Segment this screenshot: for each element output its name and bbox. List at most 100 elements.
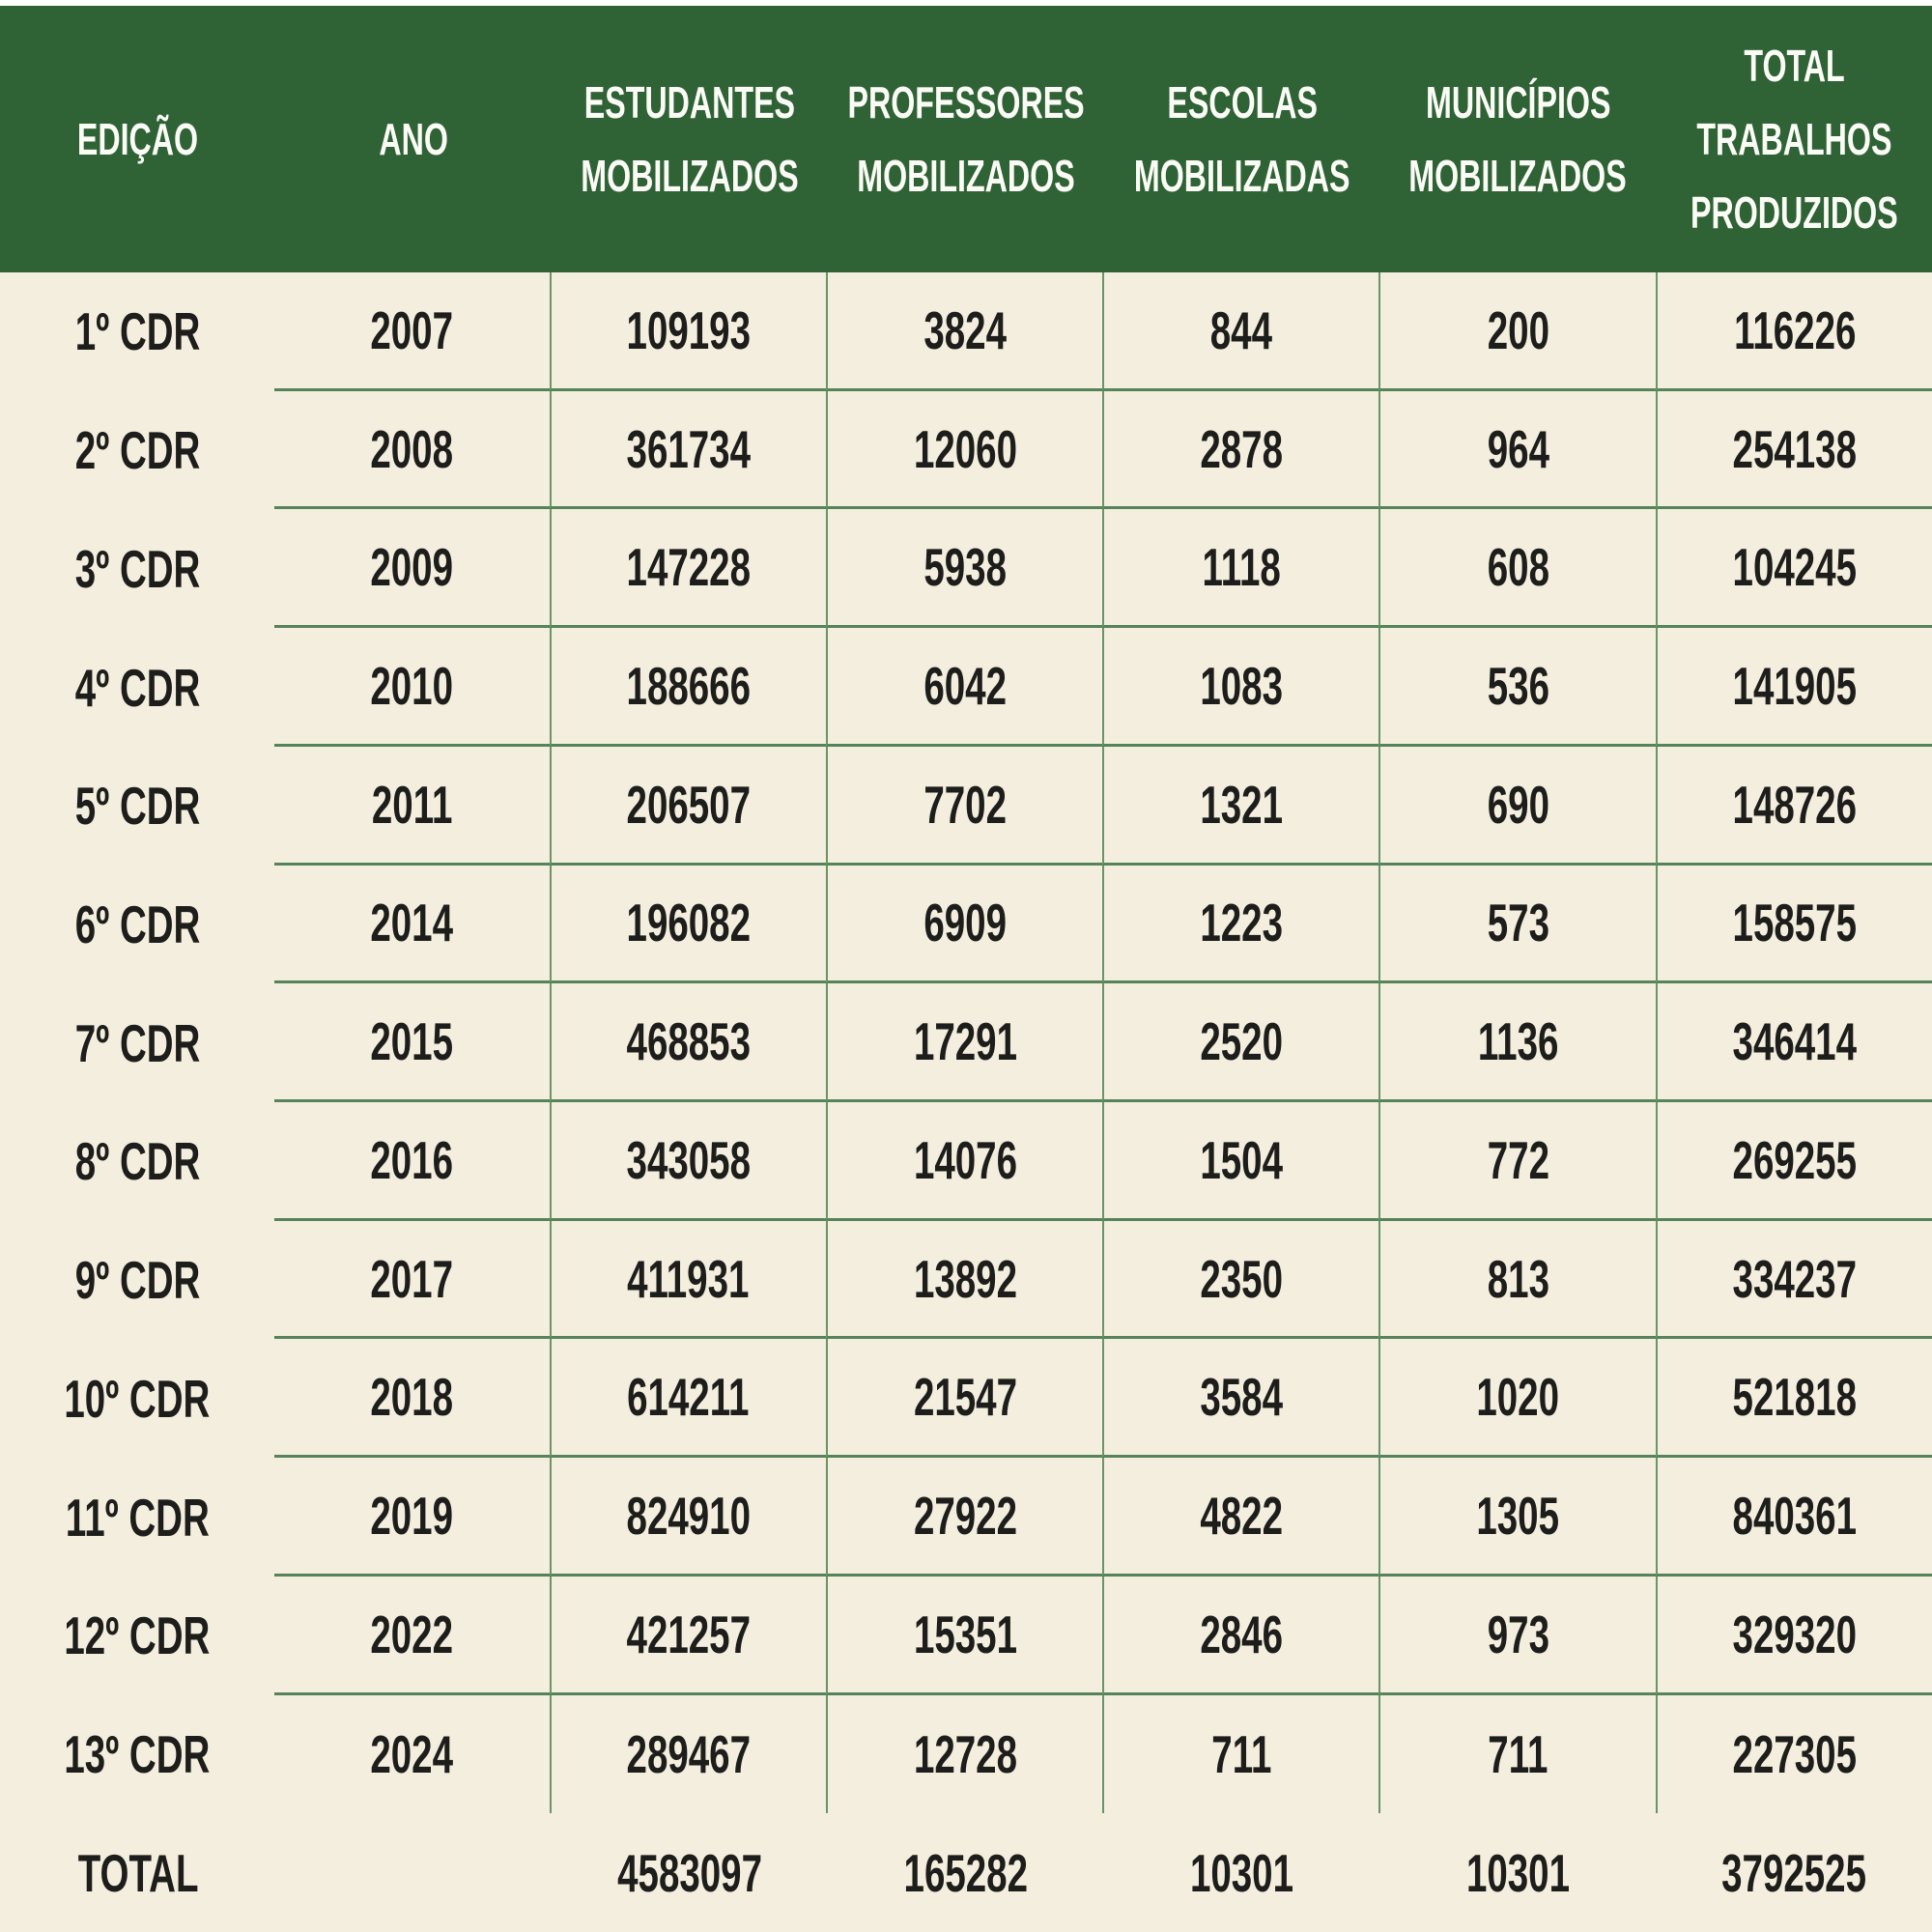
cell-text: 196082 <box>626 893 751 953</box>
cell-text: 141905 <box>1732 656 1858 717</box>
cell-estudantes-mobilizados: 411931 <box>549 1220 826 1340</box>
cell-professores-mobilizados: 21547 <box>825 1339 1103 1459</box>
cell-municipios-mobilizados: 1020 <box>1378 1339 1656 1459</box>
cell-text: 4822 <box>1200 1486 1284 1547</box>
column-header-professores-mobilizados: PROFESSORES MOBILIZADOS <box>828 6 1104 272</box>
column-header-line: MUNICÍPIOS <box>1386 66 1650 139</box>
cell-edicao: 6º CDR <box>0 866 274 984</box>
cell-text: 614211 <box>627 1367 750 1428</box>
column-header-edicao: EDIÇÃO <box>0 6 276 272</box>
column-header-text: ESCOLAS <box>1166 77 1318 128</box>
table-row-4: 4º CDR 2010 188666 6042 1083 536 141905 <box>0 628 1932 747</box>
cell-ano: 2014 <box>274 866 550 984</box>
cell-professores-mobilizados: 15351 <box>825 1576 1103 1695</box>
cell-text: 468853 <box>626 1011 751 1072</box>
column-header-text: MOBILIZADOS <box>581 151 799 201</box>
column-header-text: ANO <box>379 114 449 164</box>
cell-edicao: 10º CDR <box>0 1339 274 1458</box>
cell-text: 2018 <box>370 1367 454 1428</box>
table-row-10: 10º CDR 2018 614211 21547 3584 1020 521818 <box>0 1339 1932 1459</box>
cell-municipios-mobilizados: 711 <box>1378 1694 1655 1814</box>
table-header-row: EDIÇÃO ANO ESTUDANTES MOBILIZADOS PROFESSORE… <box>0 6 1932 272</box>
cell-text: 27922 <box>913 1486 1017 1547</box>
column-header-text: MOBILIZADOS <box>1408 151 1628 201</box>
cell-escolas-mobilizadas: 711 <box>1102 1694 1378 1814</box>
cell-text: 840361 <box>1732 1486 1858 1547</box>
cell-total-trabalhos-produzidos: 329320 <box>1655 1576 1932 1695</box>
cell-edicao: 2º CDR <box>0 391 274 510</box>
cell-municipios-mobilizados: 536 <box>1378 628 1656 747</box>
cell-edicao: 5º CDR <box>0 747 274 866</box>
cell-text: 5º CDR <box>74 776 200 837</box>
column-header-escolas-mobilizadas: ESCOLAS MOBILIZADAS <box>1104 6 1380 272</box>
cell-ano: 2009 <box>274 509 550 629</box>
cell-estudantes-mobilizados: 289467 <box>549 1694 826 1814</box>
cell-ano: 2024 <box>274 1695 549 1814</box>
cell-text: 9º CDR <box>74 1250 200 1311</box>
cell-municipios-mobilizados: 690 <box>1378 746 1656 866</box>
cell-municipios-mobilizados: 1305 <box>1378 1458 1656 1577</box>
column-header-line: MOBILIZADOS <box>534 139 845 213</box>
cell-text: 12060 <box>913 418 1017 479</box>
cell-text: 254138 <box>1732 418 1858 479</box>
cell-municipios-mobilizados: 964 <box>1378 390 1656 510</box>
cell-total-trabalhos-produzidos: 3792525 <box>1656 1813 1932 1932</box>
cell-text: 1020 <box>1476 1367 1560 1428</box>
column-header-line: TRABALHOS <box>1655 102 1932 176</box>
cell-text: 5938 <box>923 537 1007 598</box>
cell-escolas-mobilizadas: 4822 <box>1102 1458 1379 1577</box>
cell-text: 1136 <box>1477 1011 1559 1072</box>
cell-edicao: 3º CDR <box>0 509 274 628</box>
cell-text: 2014 <box>370 893 454 953</box>
cell-professores-mobilizados: 12728 <box>825 1694 1102 1814</box>
cell-estudantes-mobilizados: 421257 <box>549 1576 826 1695</box>
table-row-9: 9º CDR 2017 411931 13892 2350 813 334237 <box>0 1220 1932 1340</box>
column-header-ano: ANO <box>276 6 553 272</box>
cell-text: 608 <box>1487 537 1549 598</box>
cell-text: 200 <box>1487 299 1549 360</box>
cell-text: 15351 <box>913 1604 1017 1664</box>
cell-edicao: 7º CDR <box>0 983 274 1102</box>
cell-text: 1305 <box>1476 1486 1560 1547</box>
column-header-line: TOTAL <box>1722 29 1866 102</box>
cell-text: 2017 <box>370 1248 454 1309</box>
cell-text: 421257 <box>626 1604 751 1664</box>
cell-estudantes-mobilizados: 188666 <box>549 628 826 747</box>
cell-edicao: 13º CDR <box>0 1695 274 1814</box>
cell-total-trabalhos-produzidos: 254138 <box>1655 390 1932 510</box>
cell-text: 2015 <box>370 1011 454 1072</box>
cell-total-trabalhos-produzidos: 521818 <box>1655 1339 1932 1459</box>
cell-escolas-mobilizadas: 1118 <box>1102 509 1379 629</box>
cell-ano: 2008 <box>274 391 550 510</box>
cell-ano: 2010 <box>274 628 550 747</box>
cell-text: 165282 <box>903 1842 1029 1903</box>
cell-municipios-mobilizados: 1136 <box>1378 983 1656 1103</box>
cell-text: 361734 <box>626 418 751 479</box>
cell-text: 158575 <box>1732 893 1858 953</box>
cell-municipios-mobilizados: 608 <box>1378 509 1656 629</box>
cell-text: 104245 <box>1732 537 1858 598</box>
table-row-7: 7º CDR 2015 468853 17291 2520 1136 346414 <box>0 983 1932 1103</box>
cell-municipios-mobilizados: 200 <box>1378 272 1656 391</box>
cell-professores-mobilizados: 14076 <box>825 1102 1103 1221</box>
cell-estudantes-mobilizados: 206507 <box>549 746 826 866</box>
cell-text: 10301 <box>1465 1842 1570 1903</box>
cell-ano: 2019 <box>274 1458 550 1577</box>
column-header-text: PROFESSORES <box>847 77 1085 128</box>
cell-text: 2011 <box>371 774 453 835</box>
cell-estudantes-mobilizados: 147228 <box>549 509 826 629</box>
cell-text: 2008 <box>370 418 454 479</box>
cell-text: 1321 <box>1200 774 1284 835</box>
table-row-12: 12º CDR 2022 421257 15351 2846 973 329320 <box>0 1576 1932 1695</box>
cell-text: 521818 <box>1732 1367 1858 1428</box>
column-header-line: PROFESSORES <box>797 66 1135 139</box>
cell-text: 17291 <box>913 1011 1017 1072</box>
cell-text: 206507 <box>626 774 751 835</box>
column-header-line: ESTUDANTES <box>539 66 840 139</box>
cell-text: 573 <box>1487 893 1549 953</box>
cell-escolas-mobilizadas: 3584 <box>1102 1339 1379 1459</box>
cell-text: 188666 <box>626 656 751 717</box>
cell-edicao: 1º CDR <box>0 272 274 391</box>
column-header-line: MOBILIZADOS <box>810 139 1122 213</box>
